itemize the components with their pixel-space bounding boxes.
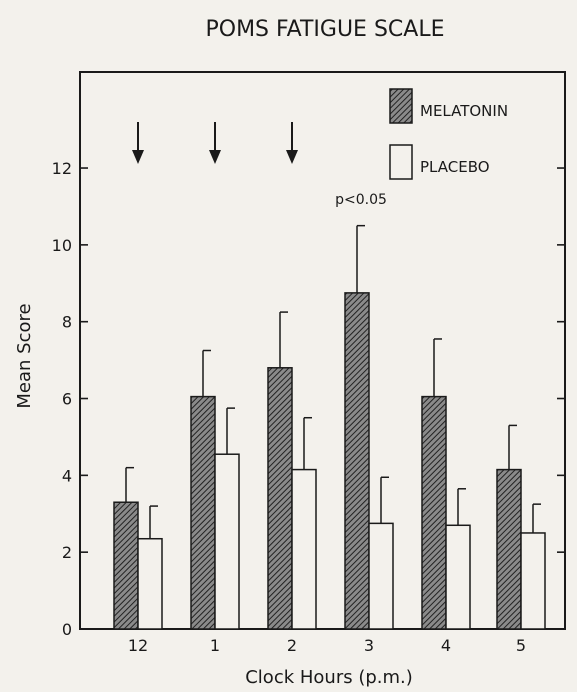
legend-swatch-melatonin: [389, 88, 413, 124]
y-axis-label: Mean Score: [14, 303, 35, 408]
x-tick-label: 1: [210, 636, 220, 655]
significance-annotation: p<0.05: [335, 192, 387, 208]
bar-melatonin-2: [267, 367, 293, 630]
y-axis: 0 2 4 6 8 10 12: [52, 159, 565, 639]
legend-label-melatonin: MELATONIN: [420, 102, 508, 120]
y-tick-label: 2: [62, 543, 72, 562]
plot-frame: [79, 71, 566, 630]
bar-melatonin-5: [496, 468, 522, 630]
legend-label-placebo: PLACEBO: [420, 158, 490, 176]
bar-placebo-5: [520, 532, 546, 630]
x-axis-label: Clock Hours (p.m.): [245, 667, 413, 688]
y-tick-label: 0: [62, 620, 72, 639]
arrows-group: [132, 122, 298, 164]
bar-placebo-2: [291, 468, 317, 630]
x-tick-label: 3: [364, 636, 374, 655]
y-tick-label: 4: [62, 466, 72, 485]
x-tick-label: 12: [128, 636, 148, 655]
x-tick-label: 4: [441, 636, 451, 655]
legend-swatch-placebo: [389, 144, 413, 180]
y-tick-label: 12: [52, 159, 72, 178]
dose-arrow-icon: [209, 150, 221, 164]
chart-title: POMS FATIGUE SCALE: [205, 17, 444, 42]
y-tick-label: 8: [62, 313, 72, 332]
bar-melatonin-12: [113, 501, 139, 630]
x-tick-label: 5: [516, 636, 526, 655]
bars-group: [113, 224, 546, 630]
bar-melatonin-1: [190, 395, 216, 630]
y-tick-label: 10: [52, 236, 72, 255]
bar-placebo-4: [445, 524, 471, 630]
x-tick-label: 2: [287, 636, 297, 655]
dose-arrow-icon: [132, 150, 144, 164]
dose-arrow-icon: [286, 150, 298, 164]
annotations-group: p<0.05: [335, 192, 387, 208]
y-tick-label: 6: [62, 390, 72, 409]
bar-placebo-12: [137, 537, 163, 630]
legend: MELATONIN PLACEBO: [389, 88, 508, 180]
bar-placebo-1: [214, 453, 240, 630]
bar-placebo-3: [368, 522, 394, 630]
bar-melatonin-3: [344, 292, 370, 630]
bar-melatonin-4: [421, 395, 447, 630]
